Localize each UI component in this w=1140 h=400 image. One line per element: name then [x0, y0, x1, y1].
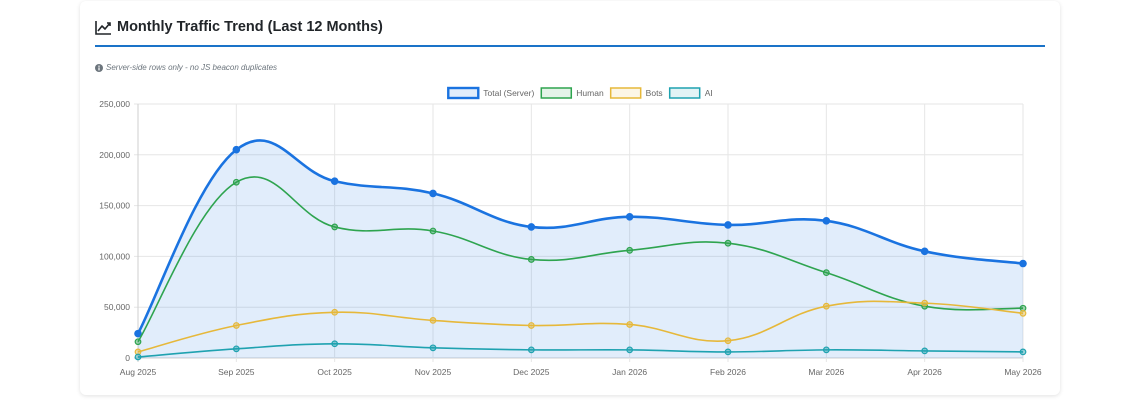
data-point[interactable] — [134, 329, 142, 338]
data-point[interactable] — [330, 177, 339, 186]
data-point[interactable] — [527, 322, 535, 329]
x-tick-label: Feb 2026 — [710, 367, 746, 377]
y-tick-label: 150,000 — [99, 201, 130, 211]
series-bots — [134, 299, 1027, 356]
legend-label: AI — [705, 88, 713, 98]
series-area — [138, 140, 1023, 358]
data-point[interactable] — [724, 221, 732, 229]
data-point[interactable] — [626, 346, 634, 354]
x-tick-label: May 2026 — [1004, 367, 1042, 377]
legend-item[interactable]: Bots — [609, 87, 663, 99]
legend-label: Human — [576, 88, 604, 98]
series-layer — [134, 139, 1027, 361]
data-point[interactable] — [232, 322, 240, 329]
axes: 0 50,000 100,000 150,000 200,000 250,000 Aug 2… — [99, 99, 1042, 377]
series-line — [136, 139, 1024, 335]
x-tick-label: Aug 2025 — [120, 367, 157, 377]
legend-swatch — [540, 87, 573, 99]
y-tick-label: 200,000 — [99, 150, 130, 160]
x-tick-label: Mar 2026 — [808, 367, 844, 377]
data-point[interactable] — [724, 337, 732, 345]
data-point[interactable] — [527, 256, 535, 263]
series-line — [137, 300, 1024, 353]
legend: Total (Server) Human Bots AI — [447, 86, 713, 100]
data-point[interactable] — [1019, 259, 1027, 268]
data-point[interactable] — [1019, 309, 1027, 317]
note-text: Server-side rows only - no JS beacon dup… — [106, 63, 278, 72]
grid — [134, 103, 1024, 362]
data-point[interactable] — [724, 239, 732, 247]
data-point[interactable] — [822, 302, 830, 310]
data-point[interactable] — [429, 317, 437, 324]
data-point[interactable] — [822, 346, 830, 354]
legend-item[interactable]: Human — [540, 87, 604, 99]
data-point[interactable] — [626, 321, 634, 328]
line-chart-icon — [95, 21, 111, 35]
y-tick-label: 0 — [125, 353, 130, 363]
x-tick-label: Sep 2025 — [218, 367, 255, 377]
data-point[interactable] — [822, 217, 831, 225]
y-tick-label: 50,000 — [104, 302, 130, 312]
data-point[interactable] — [429, 227, 437, 235]
data-point[interactable] — [232, 178, 240, 186]
data-point[interactable] — [527, 223, 536, 231]
info-circle-icon — [95, 63, 103, 72]
series-total-server — [134, 139, 1027, 358]
data-point[interactable] — [331, 223, 339, 231]
series-ai — [134, 340, 1027, 361]
legend-label: Bots — [646, 88, 663, 98]
legend-item[interactable]: AI — [668, 87, 713, 99]
legend-swatch — [668, 87, 701, 99]
series-human — [134, 176, 1027, 346]
y-tick-label: 100,000 — [99, 251, 130, 261]
series-line — [137, 342, 1024, 358]
data-point[interactable] — [921, 347, 929, 355]
data-point[interactable] — [331, 340, 339, 348]
series-line — [137, 176, 1024, 343]
x-tick-label: Apr 2026 — [907, 367, 942, 377]
data-point[interactable] — [1019, 348, 1027, 356]
data-point[interactable] — [429, 189, 437, 198]
x-tick-label: Dec 2025 — [513, 367, 550, 377]
data-point[interactable] — [232, 145, 241, 154]
x-tick-label: Oct 2025 — [317, 367, 352, 377]
legend-swatch — [609, 87, 642, 99]
data-point[interactable] — [625, 212, 634, 221]
data-point[interactable] — [232, 345, 240, 353]
data-point[interactable] — [429, 344, 437, 352]
data-point[interactable] — [331, 308, 339, 316]
data-point[interactable] — [527, 346, 535, 354]
legend-swatch — [447, 86, 480, 100]
data-point[interactable] — [724, 348, 732, 356]
card-header: Monthly Traffic Trend (Last 12 Months) — [95, 17, 1045, 47]
x-tick-label: Nov 2025 — [415, 367, 452, 377]
x-tick-label: Jan 2026 — [612, 367, 647, 377]
legend-item[interactable]: Total (Server) — [447, 86, 534, 100]
legend-label: Total (Server) — [483, 88, 534, 98]
data-point[interactable] — [921, 299, 929, 307]
data-point[interactable] — [626, 246, 634, 254]
data-point[interactable] — [134, 338, 142, 346]
data-source-note: Server-side rows only - no JS beacon dup… — [95, 63, 277, 72]
y-tick-label: 250,000 — [99, 99, 130, 109]
data-point[interactable] — [920, 247, 929, 256]
chart-title: Monthly Traffic Trend (Last 12 Months) — [117, 19, 383, 35]
traffic-trend-card: Monthly Traffic Trend (Last 12 Months) S… — [80, 1, 1060, 395]
data-point[interactable] — [134, 353, 142, 361]
data-point[interactable] — [822, 269, 830, 277]
